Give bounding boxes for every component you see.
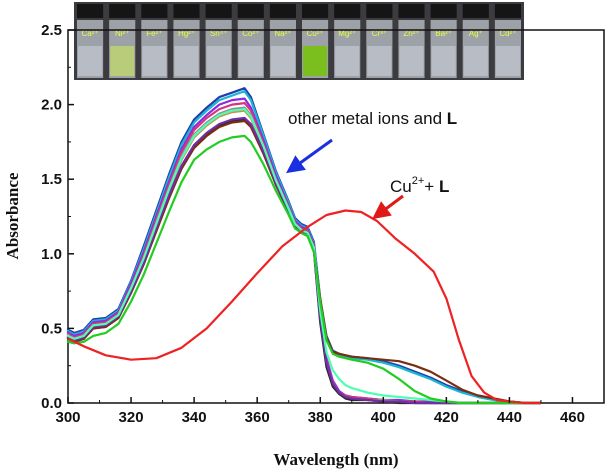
vial-liquid xyxy=(399,46,424,76)
vial-cap xyxy=(462,4,489,18)
y-tick-label: 0.0 xyxy=(41,395,62,412)
vial-label: Co²⁺ xyxy=(242,29,259,38)
series-line xyxy=(66,108,541,405)
vial-liquid xyxy=(463,46,488,76)
vial-cap xyxy=(109,4,136,18)
vial-cap xyxy=(430,4,457,18)
vial-liquid xyxy=(495,46,520,76)
y-tick-label: 1.0 xyxy=(41,246,62,263)
vial-label: Zn²⁺ xyxy=(403,29,419,38)
vial-label: Na²⁺ xyxy=(274,29,291,38)
vial-liquid xyxy=(142,46,167,76)
vial-liquid xyxy=(335,46,360,76)
y-tick-label: 0.5 xyxy=(41,320,62,337)
series-line xyxy=(66,102,541,405)
vial-cap xyxy=(205,4,232,18)
vial-liquid xyxy=(367,46,392,76)
vial-label: Ca²⁺ xyxy=(82,29,99,38)
x-tick-label: 400 xyxy=(371,409,396,426)
vial-cap xyxy=(494,4,521,18)
vial-liquid xyxy=(238,46,263,76)
y-tick-label: 2.0 xyxy=(41,97,62,114)
annotation-arrow-red xyxy=(372,194,404,220)
annotation-arrow-blue xyxy=(286,138,333,174)
vial-cap xyxy=(302,4,329,18)
x-axis-title: Wavelength (nm) xyxy=(273,450,398,469)
annotation-cu: Cu2++ L xyxy=(390,175,449,196)
x-tick-label: 460 xyxy=(560,409,585,426)
series-line xyxy=(66,87,541,405)
series-line xyxy=(66,134,541,405)
vial-cap xyxy=(269,4,296,18)
vial-label: Cr³⁺ xyxy=(372,29,387,38)
vial-label: Ni²⁺ xyxy=(115,29,129,38)
series-layer xyxy=(66,87,541,405)
x-tick-label: 360 xyxy=(245,409,270,426)
vial-cap xyxy=(334,4,361,18)
y-axis-title: Absorbance xyxy=(3,172,22,259)
y-tick-label: 1.5 xyxy=(41,171,62,188)
vial-label: Cd²⁺ xyxy=(499,29,516,38)
vial-label: Fe²⁺ xyxy=(146,29,162,38)
series-line xyxy=(66,97,541,405)
vial-liquid xyxy=(270,46,295,76)
vial-liquid xyxy=(174,46,199,76)
x-axis: 300 320 340 360 380 400 420 440 460 xyxy=(55,397,585,426)
vial-label: Ba²⁺ xyxy=(435,29,452,38)
series-line xyxy=(66,90,541,405)
x-tick-label: 300 xyxy=(55,409,80,426)
vial-label: Cu²⁺ xyxy=(307,29,324,38)
x-tick-label: 340 xyxy=(182,409,207,426)
x-tick-label: 420 xyxy=(434,409,459,426)
vial-cap xyxy=(141,4,168,18)
vial-label: Hg²⁺ xyxy=(178,29,195,38)
vial-cap xyxy=(173,4,200,18)
vial-liquid xyxy=(206,46,231,76)
plot-frame xyxy=(67,29,605,404)
vial-label: Sn⁴⁺ xyxy=(210,29,227,38)
vial-label: Ag⁺ xyxy=(469,29,483,38)
vial-label: Mg²⁺ xyxy=(338,29,356,38)
annotation-other-ions: other metal ions and L xyxy=(288,109,457,128)
y-axis: 0.0 0.5 1.0 1.5 2.0 2.5 xyxy=(41,22,74,412)
vial-cap xyxy=(398,4,425,18)
x-tick-label: 440 xyxy=(497,409,522,426)
vial-liquid xyxy=(110,46,135,76)
vial-cap xyxy=(366,4,393,18)
vial-liquid xyxy=(303,46,328,76)
vial-liquid xyxy=(78,46,103,76)
x-tick-label: 320 xyxy=(119,409,144,426)
vial-cap xyxy=(77,4,104,18)
x-tick-label: 380 xyxy=(308,409,333,426)
y-tick-label: 2.5 xyxy=(41,22,62,39)
vials-photo: Ca²⁺ Ni²⁺ Fe²⁺ Hg²⁺ Sn⁴⁺ Co²⁺ Na²⁺ Cu²⁺ Mg²⁺ Cr³⁺… xyxy=(74,2,524,80)
vial-liquid xyxy=(431,46,456,76)
series-line xyxy=(67,209,541,405)
vial-cap xyxy=(237,4,264,18)
